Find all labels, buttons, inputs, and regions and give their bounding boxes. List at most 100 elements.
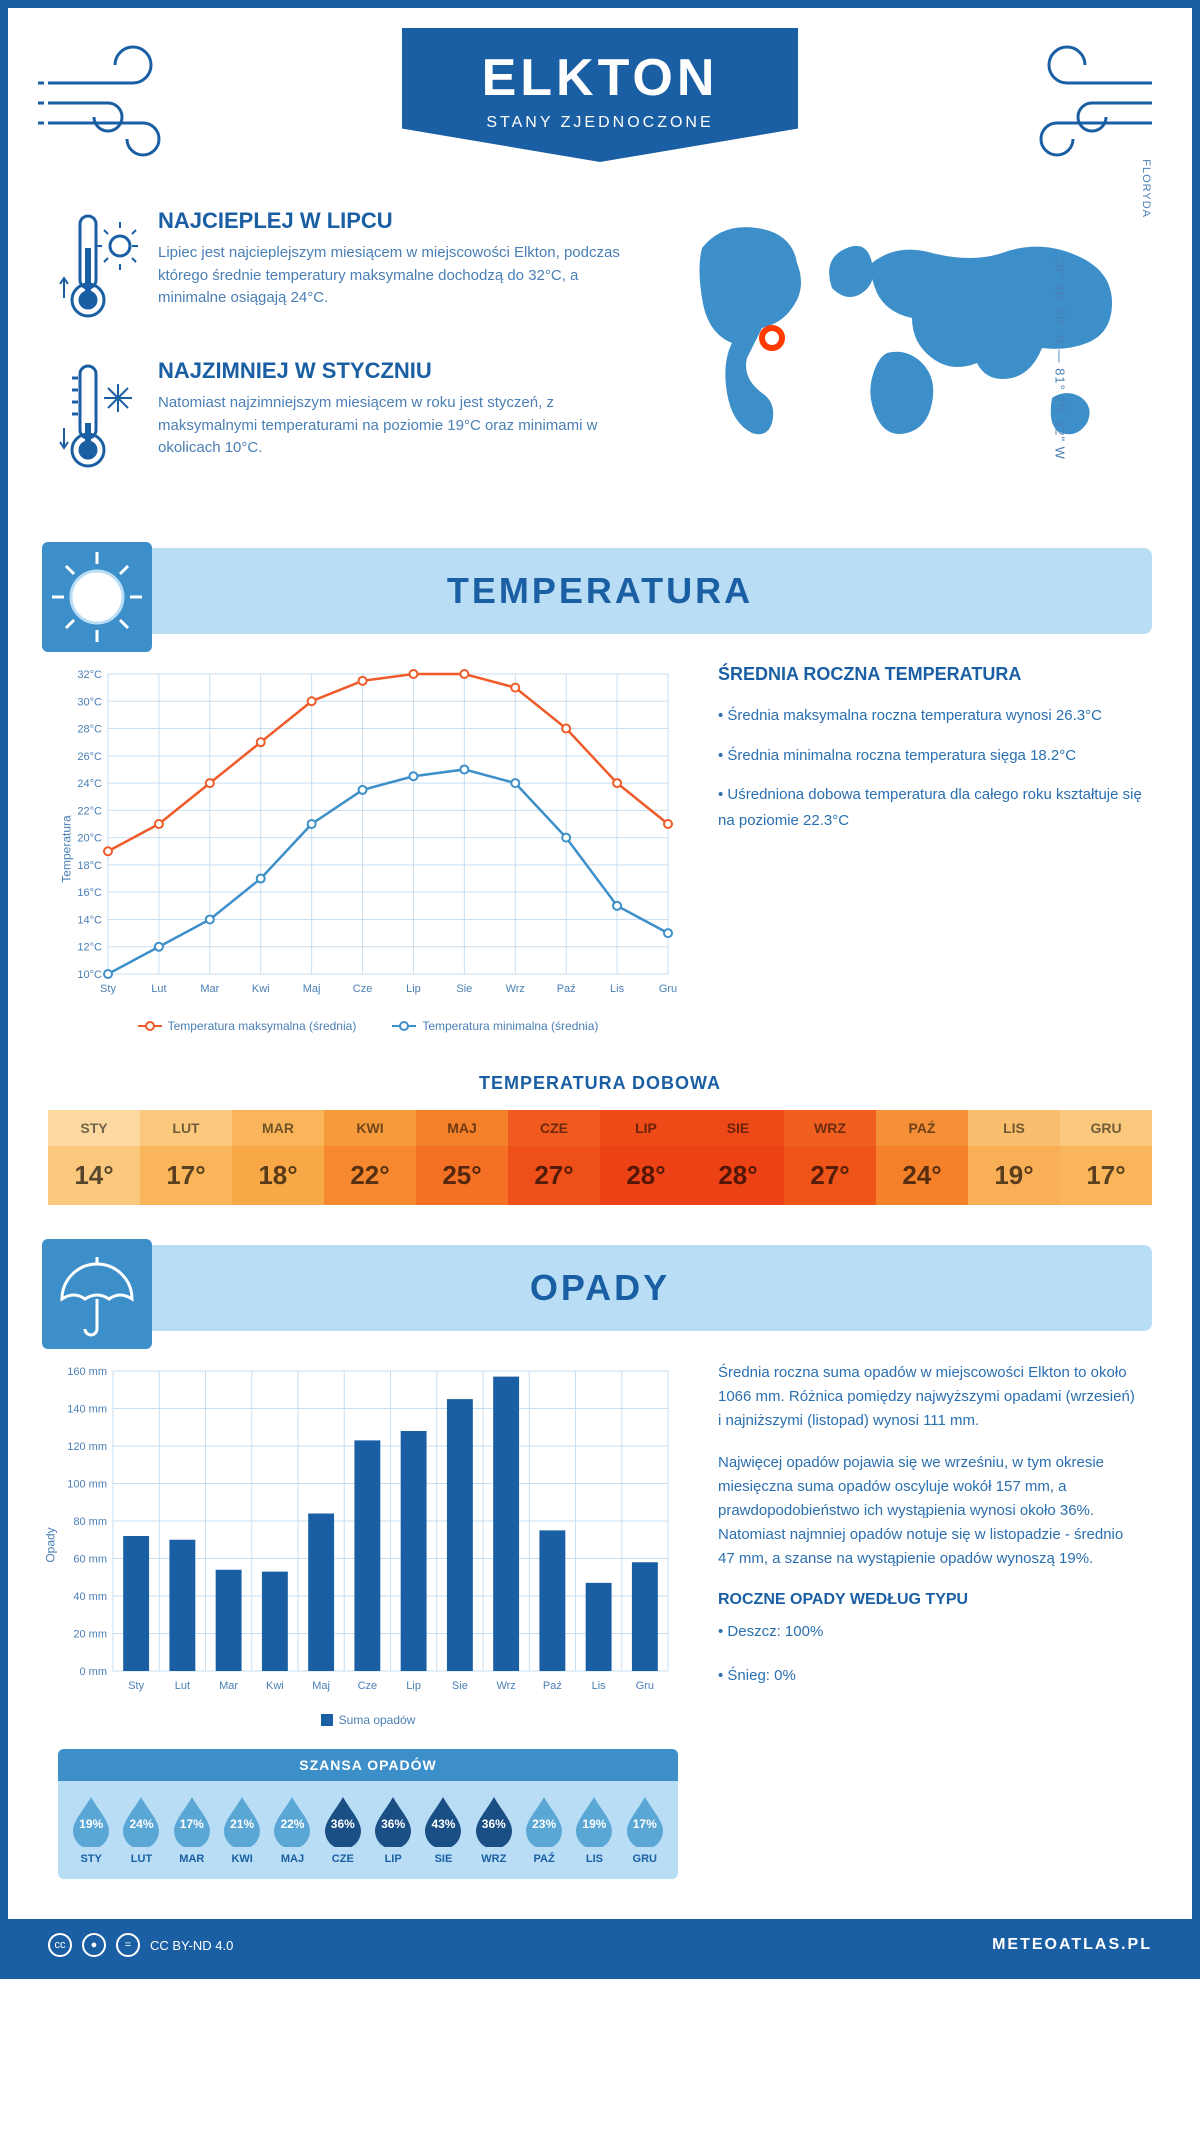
- daily-temp-cell: GRU17°: [1060, 1110, 1152, 1205]
- title-ribbon: ELKTON STANY ZJEDNOCZONE: [402, 28, 799, 162]
- svg-text:Cze: Cze: [353, 983, 373, 995]
- svg-text:Lis: Lis: [592, 1680, 607, 1692]
- svg-text:80 mm: 80 mm: [73, 1516, 107, 1528]
- thermometer-hot-icon: [58, 208, 138, 328]
- hot-fact: NAJCIEPLEJ W LIPCU Lipiec jest najcieple…: [58, 208, 632, 328]
- svg-text:Lut: Lut: [151, 983, 166, 995]
- license-block: cc ● = CC BY-ND 4.0: [48, 1933, 233, 1957]
- svg-text:Wrz: Wrz: [496, 1680, 515, 1692]
- svg-text:Sie: Sie: [452, 1680, 468, 1692]
- intro-row: NAJCIEPLEJ W LIPCU Lipiec jest najcieple…: [8, 188, 1192, 538]
- svg-text:10°C: 10°C: [77, 969, 102, 981]
- svg-text:20°C: 20°C: [77, 833, 102, 845]
- svg-text:Mar: Mar: [219, 1680, 238, 1692]
- svg-text:Sty: Sty: [100, 983, 116, 995]
- daily-temp-heading: TEMPERATURA DOBOWA: [8, 1073, 1192, 1094]
- cc-icon: cc: [48, 1933, 72, 1957]
- temperature-row: Temperatura 10°C12°C14°C16°C18°C20°C22°C…: [8, 664, 1192, 1053]
- daily-temp-cell: WRZ27°: [784, 1110, 876, 1205]
- svg-text:Mar: Mar: [200, 983, 219, 995]
- chance-cell: 36%CZE: [318, 1795, 368, 1865]
- page: ELKTON STANY ZJEDNOCZONE NAJCIEPLEJ W LI…: [0, 0, 1200, 1979]
- precip-left-col: Opady 0 mm20 mm40 mm60 mm80 mm100 mm120 …: [58, 1361, 678, 1879]
- temperature-heading: TEMPERATURA: [48, 570, 1152, 612]
- chance-cell: 21%KWI: [217, 1795, 267, 1865]
- svg-text:Maj: Maj: [303, 983, 321, 995]
- precip-type-bullet: • Deszcz: 100%: [718, 1619, 1142, 1645]
- svg-text:Lip: Lip: [406, 1680, 421, 1692]
- svg-text:22°C: 22°C: [77, 805, 102, 817]
- coordinates: 29° 46' 50" N — 81° 25' 42" W: [1053, 256, 1068, 460]
- svg-text:18°C: 18°C: [77, 860, 102, 872]
- svg-text:140 mm: 140 mm: [67, 1404, 107, 1416]
- location-subtitle: STANY ZJEDNOCZONE: [482, 114, 719, 132]
- svg-text:Sty: Sty: [128, 1680, 144, 1692]
- daily-temp-cell: STY14°: [48, 1110, 140, 1205]
- temperature-section-header: TEMPERATURA: [48, 548, 1152, 634]
- chance-cell: 19%LIS: [569, 1795, 619, 1865]
- sun-icon: [42, 542, 152, 652]
- cold-fact: NAJZIMNIEJ W STYCZNIU Natomiast najzimni…: [58, 358, 632, 478]
- daily-temp-strip: STY14°LUT17°MAR18°KWI22°MAJ25°CZE27°LIP2…: [48, 1110, 1152, 1205]
- footer: cc ● = CC BY-ND 4.0 METEOATLAS.PL: [8, 1919, 1192, 1971]
- precip-heading: OPADY: [48, 1267, 1152, 1309]
- svg-text:60 mm: 60 mm: [73, 1554, 107, 1566]
- svg-text:30°C: 30°C: [77, 696, 102, 708]
- svg-text:24°C: 24°C: [77, 778, 102, 790]
- avg-temp-bullet: • Średnia maksymalna roczna temperatura …: [718, 703, 1142, 729]
- precip-by-type-title: ROCZNE OPADY WEDŁUG TYPU: [718, 1591, 1142, 1609]
- precip-type-bullet: • Śnieg: 0%: [718, 1663, 1142, 1689]
- svg-text:Cze: Cze: [358, 1680, 378, 1692]
- license-text: CC BY-ND 4.0: [150, 1938, 233, 1953]
- site-name: METEOATLAS.PL: [992, 1936, 1152, 1954]
- daily-temp-cell: SIE28°: [692, 1110, 784, 1205]
- wind-icon: [1002, 38, 1162, 158]
- svg-text:Maj: Maj: [312, 1680, 330, 1692]
- temperature-chart: Temperatura 10°C12°C14°C16°C18°C20°C22°C…: [58, 664, 678, 1033]
- svg-text:16°C: 16°C: [77, 887, 102, 899]
- legend-item: Temperatura maksymalna (średnia): [138, 1019, 357, 1033]
- svg-text:20 mm: 20 mm: [73, 1629, 107, 1641]
- svg-text:Lut: Lut: [175, 1680, 190, 1692]
- world-map-svg: [662, 208, 1142, 468]
- svg-text:Kwi: Kwi: [266, 1680, 284, 1692]
- hot-fact-body: Lipiec jest najcieplejszym miesiącem w m…: [158, 242, 632, 310]
- precip-legend-label: Suma opadów: [339, 1713, 416, 1727]
- svg-text:100 mm: 100 mm: [67, 1479, 107, 1491]
- daily-temp-cell: KWI22°: [324, 1110, 416, 1205]
- chance-cell: 22%MAJ: [267, 1795, 317, 1865]
- precip-summary: Średnia roczna suma opadów w miejscowośc…: [718, 1361, 1142, 1879]
- cold-fact-title: NAJZIMNIEJ W STYCZNIU: [158, 358, 632, 384]
- daily-temp-cell: LUT17°: [140, 1110, 232, 1205]
- daily-temp-cell: PAŹ24°: [876, 1110, 968, 1205]
- chance-cell: 24%LUT: [116, 1795, 166, 1865]
- svg-text:14°C: 14°C: [77, 914, 102, 926]
- region-label: FLORYDA: [1140, 159, 1152, 218]
- svg-text:160 mm: 160 mm: [67, 1366, 107, 1378]
- svg-text:Lip: Lip: [406, 983, 421, 995]
- chance-cell: 19%STY: [66, 1795, 116, 1865]
- hot-fact-title: NAJCIEPLEJ W LIPCU: [158, 208, 632, 234]
- svg-text:32°C: 32°C: [77, 669, 102, 681]
- header-ribbon-area: ELKTON STANY ZJEDNOCZONE: [8, 8, 1192, 188]
- svg-text:Gru: Gru: [659, 983, 677, 995]
- svg-text:Sie: Sie: [456, 983, 472, 995]
- avg-temp-bullet: • Uśredniona dobowa temperatura dla całe…: [718, 782, 1142, 833]
- by-icon: ●: [82, 1933, 106, 1957]
- svg-text:28°C: 28°C: [77, 724, 102, 736]
- location-title: ELKTON: [482, 48, 719, 108]
- chance-cell: 17%GRU: [620, 1795, 670, 1865]
- chance-cell: 43%SIE: [418, 1795, 468, 1865]
- svg-text:120 mm: 120 mm: [67, 1441, 107, 1453]
- svg-text:0 mm: 0 mm: [80, 1666, 108, 1678]
- avg-temp-bullet: • Średnia minimalna roczna temperatura s…: [718, 743, 1142, 769]
- chance-cell: 23%PAŹ: [519, 1795, 569, 1865]
- temp-chart-legend: Temperatura maksymalna (średnia)Temperat…: [58, 1016, 678, 1033]
- precip-row: Opady 0 mm20 mm40 mm60 mm80 mm100 mm120 …: [8, 1361, 1192, 1889]
- daily-temp-cell: MAR18°: [232, 1110, 324, 1205]
- precip-section-header: OPADY: [48, 1245, 1152, 1331]
- svg-text:Paź: Paź: [543, 1680, 562, 1692]
- svg-text:40 mm: 40 mm: [73, 1591, 107, 1603]
- avg-temp-title: ŚREDNIA ROCZNA TEMPERATURA: [718, 664, 1142, 685]
- svg-text:Lis: Lis: [610, 983, 625, 995]
